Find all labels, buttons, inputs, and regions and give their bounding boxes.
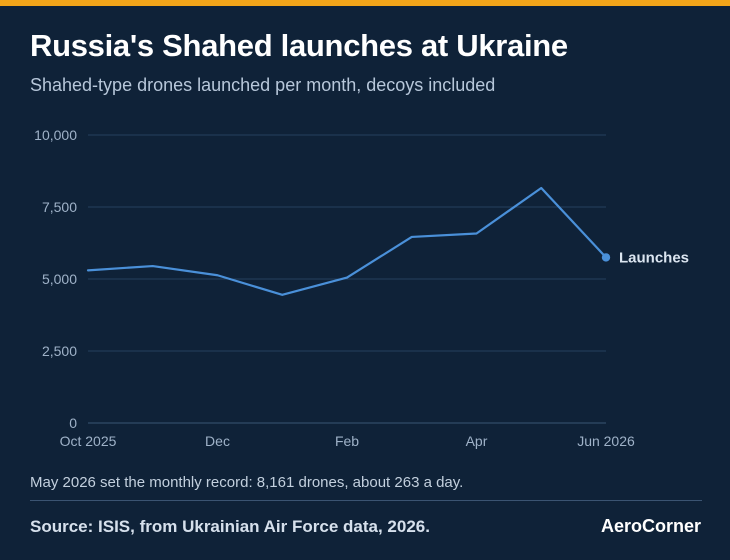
- y-tick-label: 5,000: [42, 271, 77, 287]
- chart-title: Russia's Shahed launches at Ukraine: [30, 28, 568, 63]
- series-label: Launches: [619, 249, 689, 266]
- line-chart: 0 2,500 5,000 7,500 10,000 Oct 2025 Dec Feb Apr…: [34, 127, 689, 449]
- accent-top-bar: [0, 0, 730, 6]
- source-credit: Source: ISIS, from Ukrainian Air Force d…: [30, 517, 430, 536]
- brand-logo: AeroCorner: [600, 516, 701, 536]
- x-tick-label: Feb: [335, 433, 359, 449]
- y-tick-label: 2,500: [42, 343, 77, 359]
- y-axis-ticks: 0 2,500 5,000 7,500 10,000: [34, 127, 77, 431]
- series-layer: Launches: [86, 186, 689, 296]
- x-tick-label: Oct 2025: [60, 433, 117, 449]
- series-line-launches: [86, 186, 608, 296]
- x-tick-label: Jun 2026: [577, 433, 635, 449]
- y-tick-label: 10,000: [34, 127, 77, 143]
- series-end-point: [601, 253, 611, 262]
- x-tick-label: Dec: [205, 433, 230, 449]
- y-tick-label: 0: [69, 415, 77, 431]
- chart-subtitle: Shahed-type drones launched per month, d…: [30, 75, 496, 95]
- x-axis-ticks: Oct 2025 Dec Feb Apr Jun 2026: [60, 433, 635, 449]
- record-note: May 2026 set the monthly record: 8,161 d…: [30, 474, 464, 491]
- y-tick-label: 7,500: [42, 199, 77, 215]
- x-tick-label: Apr: [466, 433, 488, 449]
- gridlines: [88, 134, 606, 424]
- footer-divider: [30, 500, 702, 501]
